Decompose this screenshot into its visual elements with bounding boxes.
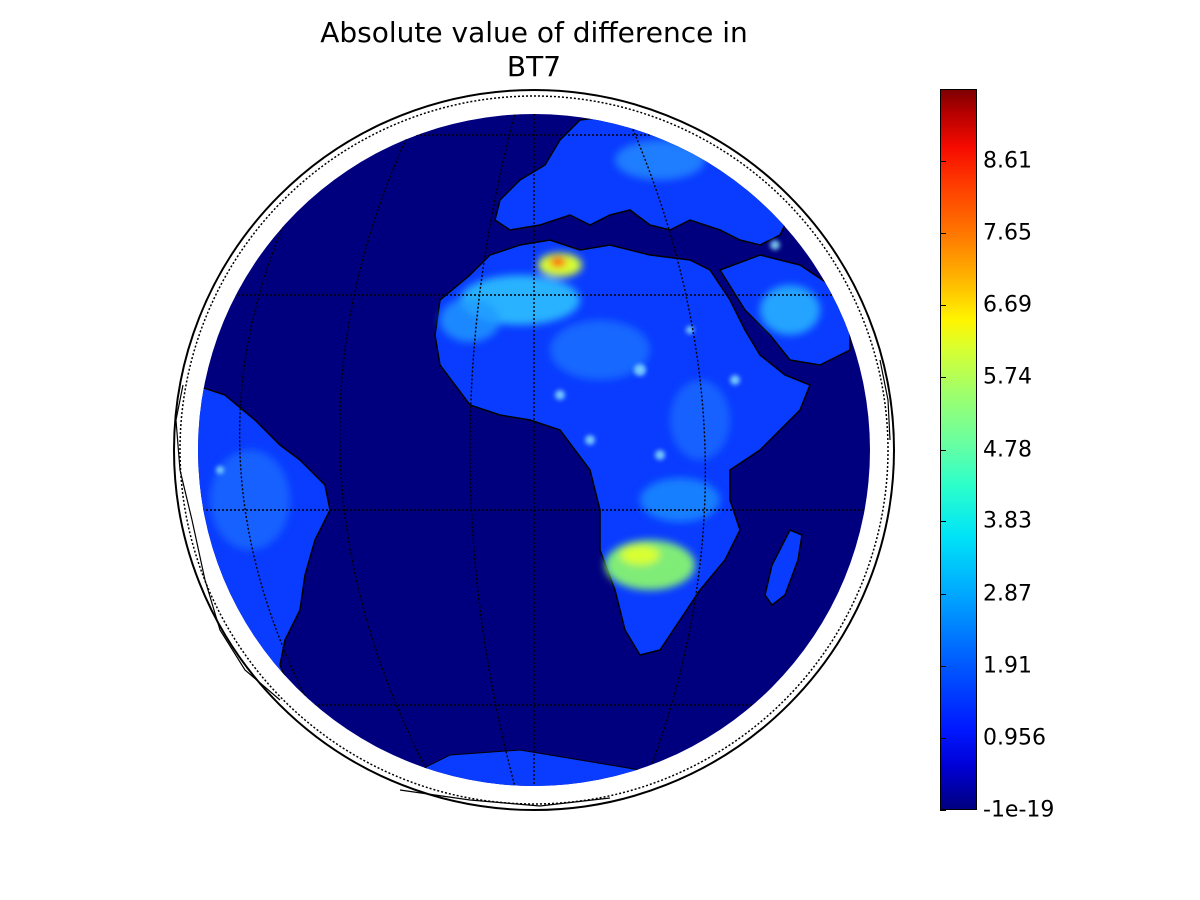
globe-limb-dotted [179, 95, 889, 805]
colorbar-tick-label: 4.78 [983, 437, 1032, 462]
colorbar-tick-mark [940, 810, 946, 811]
colorbar-tick-label: 1.91 [983, 653, 1032, 679]
colorbar-tick-mark [940, 377, 946, 379]
colorbar-tick-label: 5.74 [983, 364, 1032, 390]
intensity-blobs [210, 140, 820, 590]
colorbar-tick-label: -1e-19 [983, 797, 1055, 823]
colorbar-tick-label: 3.83 [983, 508, 1032, 534]
madagascar-landmass [764, 529, 803, 607]
colorbar-tick-label: 6.69 [983, 292, 1032, 318]
title-line-2: BT7 [506, 50, 562, 83]
africa-landmass [434, 239, 811, 656]
hotspot-dots [216, 240, 780, 474]
colorbar-tick-label: 8.61 [983, 148, 1032, 174]
colorbar-tick-mark [940, 737, 946, 739]
colorbar-tick-mark [940, 449, 946, 451]
colorbar-tick-mark [940, 160, 946, 162]
title-line-1: Absolute value of difference in [320, 16, 748, 49]
colorbar-tick-mark [940, 305, 946, 307]
map-title: Absolute value of difference in BT7 [264, 16, 804, 84]
colorbar-tick-mark [940, 233, 946, 235]
colorbar-tick-mark [940, 665, 946, 667]
outer-coastlines [175, 359, 891, 807]
colorbar-tick-mark [940, 593, 946, 595]
colorbar-tick-label: 2.87 [983, 581, 1032, 607]
colorbar-tick-label: 7.65 [983, 220, 1032, 246]
colorbar-tick-label: 0.956 [983, 725, 1046, 751]
colorbar-tick-mark [940, 521, 946, 523]
